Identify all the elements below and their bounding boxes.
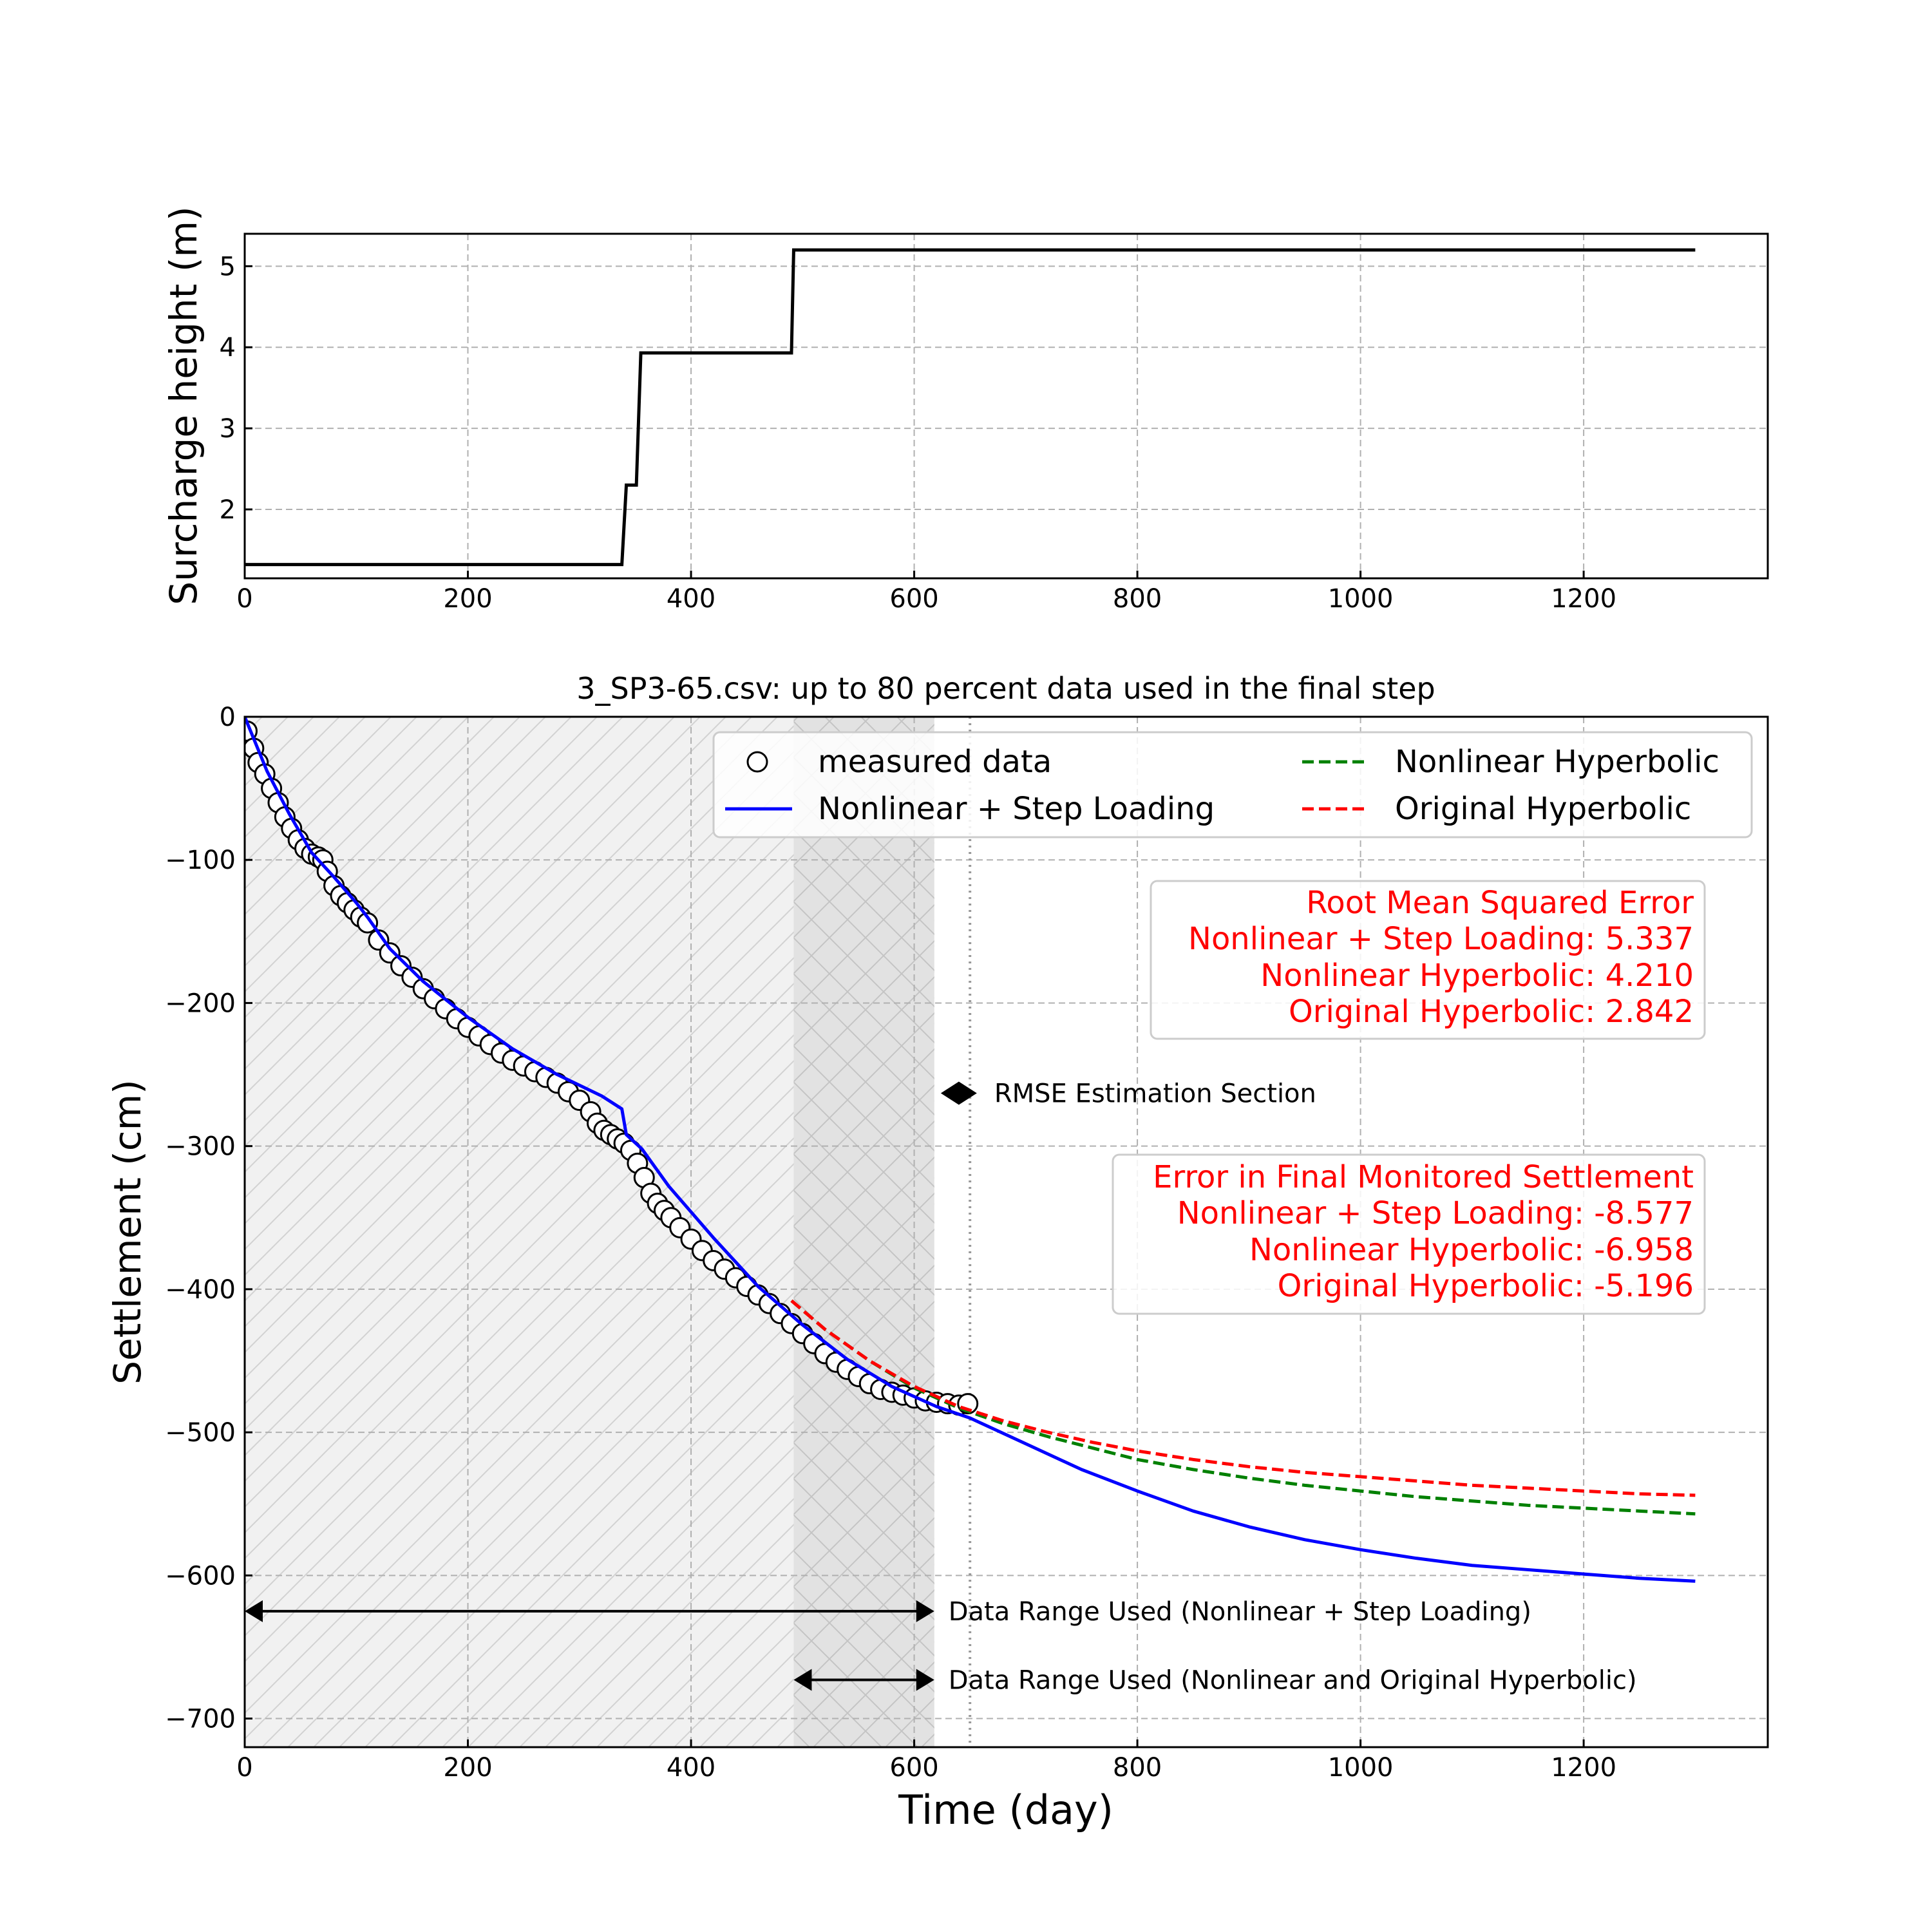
top-xtick-label: 1000	[1328, 584, 1394, 614]
surcharge-line	[245, 248, 1696, 567]
range-hyperbolic-arrow-right	[916, 1669, 934, 1691]
final-error-title: Error in Final Monitored Settlement	[1153, 1159, 1694, 1195]
bottom-ylabel: Settlement (cm)	[106, 1079, 149, 1385]
bottom-ytick-label: −400	[165, 1275, 236, 1305]
shaded-regions	[245, 717, 934, 1747]
final-error-nonlinear: Nonlinear Hyperbolic: -6.958	[1249, 1232, 1694, 1268]
top-xtick-label: 800	[1113, 584, 1162, 614]
series-line-nonlinear-step-loading	[245, 717, 1696, 1583]
bottom-ytick-label: −200	[165, 989, 236, 1018]
bottom-xtick-label: 0	[236, 1753, 252, 1783]
bottom-ytick-label: −500	[165, 1418, 236, 1448]
bottom-xtick-label: 1200	[1551, 1753, 1616, 1783]
bottom-data	[245, 717, 1696, 1583]
top-xtick-label: 1200	[1551, 584, 1616, 614]
bottom-xlabel: Time (day)	[898, 1786, 1113, 1833]
rmse-section-label: RMSE Estimation Section	[994, 1079, 1316, 1108]
bottom-xtick-label: 400	[667, 1753, 715, 1783]
final-error-box: Error in Final Monitored Settlement Nonl…	[1112, 1153, 1706, 1315]
rmse-box: Root Mean Squared Error Nonlinear + Step…	[1150, 880, 1706, 1040]
series-line-original-hyperbolic	[790, 1299, 1696, 1497]
top-data	[245, 248, 1696, 567]
rmse-title: Root Mean Squared Error	[1306, 885, 1694, 921]
range-step-loading-arrow-left	[245, 1600, 263, 1622]
bottom-xtick-label: 200	[443, 1753, 492, 1783]
top-xtick-label: 0	[236, 584, 252, 614]
top-ytick-label: 5	[220, 252, 236, 281]
final-error-step: Nonlinear + Step Loading: -8.577	[1177, 1195, 1694, 1231]
legend-label-original-hyp: Original Hyperbolic	[1395, 791, 1691, 827]
rmse-nonlinear: Nonlinear Hyperbolic: 4.210	[1260, 958, 1694, 994]
shade-region-hyperbolic-hatch	[793, 717, 934, 1747]
legend-box	[712, 731, 1753, 838]
rmse-step: Nonlinear + Step Loading: 5.337	[1188, 921, 1694, 957]
bottom-ticks: 0 200 400 600 800 1000 1200 0 −100 −200 −300 −400 −5…	[165, 703, 1616, 1783]
rmse-box-frame	[1150, 880, 1706, 1040]
final-error-box-frame	[1112, 1153, 1706, 1315]
top-axes-frame	[243, 232, 1769, 580]
rmse-section-marker	[940, 1081, 977, 1105]
top-ytick-label: 2	[220, 495, 236, 525]
range-step-loading-arrow-right	[916, 1600, 934, 1622]
legend-label-nonlinear-hyp: Nonlinear Hyperbolic	[1395, 744, 1719, 780]
top-xtick-label: 400	[667, 584, 715, 614]
final-error-original: Original Hyperbolic: -5.196	[1278, 1268, 1694, 1304]
bottom-title: 3_SP3-65.csv: up to 80 percent data used…	[576, 671, 1435, 706]
rmse-original: Original Hyperbolic: 2.842	[1289, 994, 1694, 1030]
top-ytick-label: 4	[220, 333, 236, 363]
legend-marker-measured	[746, 751, 768, 773]
top-ylabel: Surcharge height (m)	[162, 206, 205, 605]
bottom-axes-frame	[243, 715, 1769, 1748]
top-ticks: 0 200 400 600 800 1000 1200 2 3 4 5	[220, 252, 1616, 614]
bottom-xtick-label: 800	[1113, 1753, 1162, 1783]
bottom-ytick-label: −100	[165, 846, 236, 875]
bottom-xtick-label: 1000	[1328, 1753, 1394, 1783]
measured-point	[357, 912, 379, 934]
legend-label-step: Nonlinear + Step Loading	[818, 791, 1215, 827]
top-xtick-label: 200	[443, 584, 492, 614]
bottom-ytick-label: −300	[165, 1132, 236, 1162]
annotations: RMSE Estimation Section Data Range Used (…	[245, 1079, 1637, 1696]
bottom-ytick-label: −600	[165, 1561, 236, 1591]
bottom-ytick-label: 0	[220, 703, 236, 732]
range-hyperbolic-arrow-left	[793, 1669, 812, 1691]
top-xtick-label: 600	[889, 584, 938, 614]
surcharge-panel: 0 200 400 600 800 1000 1200 2 3 4 5 Surcharge heig…	[162, 206, 1769, 614]
range-step-loading-label: Data Range Used (Nonlinear + Step Loadin…	[949, 1597, 1531, 1627]
top-ytick-label: 3	[220, 414, 236, 444]
settlement-panel: 3_SP3-65.csv: up to 80 percent data used…	[106, 671, 1769, 1833]
top-grid	[244, 234, 1768, 578]
legend: measured data Nonlinear + Step Loading N…	[712, 731, 1753, 838]
bottom-xtick-label: 600	[889, 1753, 938, 1783]
range-hyperbolic-label: Data Range Used (Nonlinear and Original …	[949, 1666, 1637, 1696]
bottom-ytick-label: −700	[165, 1705, 236, 1734]
legend-label-measured: measured data	[818, 744, 1052, 780]
